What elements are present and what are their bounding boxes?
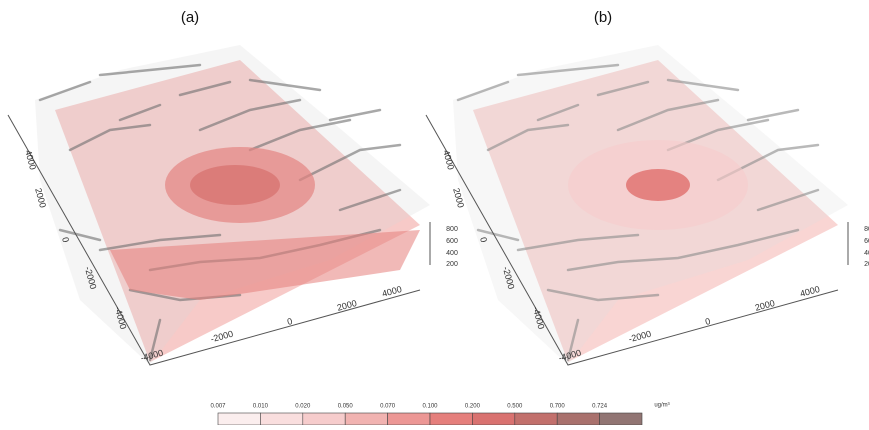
y-tick-label: 4000 bbox=[23, 149, 38, 171]
plume-core bbox=[190, 165, 280, 205]
y-tick-label: 0 bbox=[478, 236, 489, 243]
colorbar-swatch bbox=[217, 412, 261, 426]
z-tick-label: 600 bbox=[864, 238, 869, 245]
colorbar-tick-label: 0.200 bbox=[465, 404, 481, 410]
colorbar-tick-label: 0.010 bbox=[253, 404, 269, 410]
plume-low bbox=[110, 230, 420, 300]
colorbar-swatch bbox=[556, 412, 600, 426]
colorbar-tick-label: 0.070 bbox=[380, 404, 396, 410]
panel-a bbox=[7, 43, 432, 367]
colorbar-swatch bbox=[344, 412, 388, 426]
x-tick-label: -2000 bbox=[627, 329, 652, 345]
colorbar-swatch bbox=[302, 412, 346, 426]
z-tick-label: 800 bbox=[446, 226, 458, 233]
x-tick-label: 4000 bbox=[381, 284, 403, 299]
z-tick-label: 600 bbox=[446, 238, 458, 245]
colorbar-swatch bbox=[599, 412, 643, 426]
z-tick-label: 200 bbox=[446, 261, 458, 268]
plume-core bbox=[626, 169, 690, 201]
colorbar-unit: ug/m³ bbox=[654, 403, 669, 409]
panel-label: (b) bbox=[594, 9, 612, 26]
z-tick-label: 400 bbox=[864, 250, 869, 257]
colorbar-tick-label: 0.050 bbox=[338, 404, 354, 410]
x-tick-label: 4000 bbox=[799, 284, 821, 299]
colorbar-swatch bbox=[472, 412, 516, 426]
axes bbox=[425, 114, 849, 366]
colorbar-tick-label: 0.007 bbox=[210, 404, 226, 410]
colorbar-swatch bbox=[387, 412, 431, 426]
z-tick-label: 400 bbox=[446, 250, 458, 257]
y-tick-label: 0 bbox=[60, 236, 71, 243]
colorbar-swatch bbox=[429, 412, 473, 426]
panel-label: (a) bbox=[181, 9, 199, 26]
colorbar-tick-label: 0.020 bbox=[295, 404, 311, 410]
z-tick-label: 200 bbox=[864, 261, 869, 268]
colorbar-swatch bbox=[514, 412, 558, 426]
y-tick-label: 4000 bbox=[441, 149, 456, 171]
x-tick-label: -2000 bbox=[209, 329, 234, 345]
colorbar-tick-label: 0.700 bbox=[550, 404, 566, 410]
colorbar-tick-label: 0.724 bbox=[592, 404, 608, 410]
axes bbox=[7, 114, 431, 366]
x-tick-label: 0 bbox=[286, 316, 293, 327]
x-tick-label: 0 bbox=[704, 316, 711, 327]
z-tick-label: 800 bbox=[864, 226, 869, 233]
colorbar-tick-label: 0.500 bbox=[507, 404, 523, 410]
colorbar-tick-label: 0.100 bbox=[422, 404, 438, 410]
colorbar-swatch bbox=[260, 412, 304, 426]
panel-b bbox=[425, 43, 850, 367]
